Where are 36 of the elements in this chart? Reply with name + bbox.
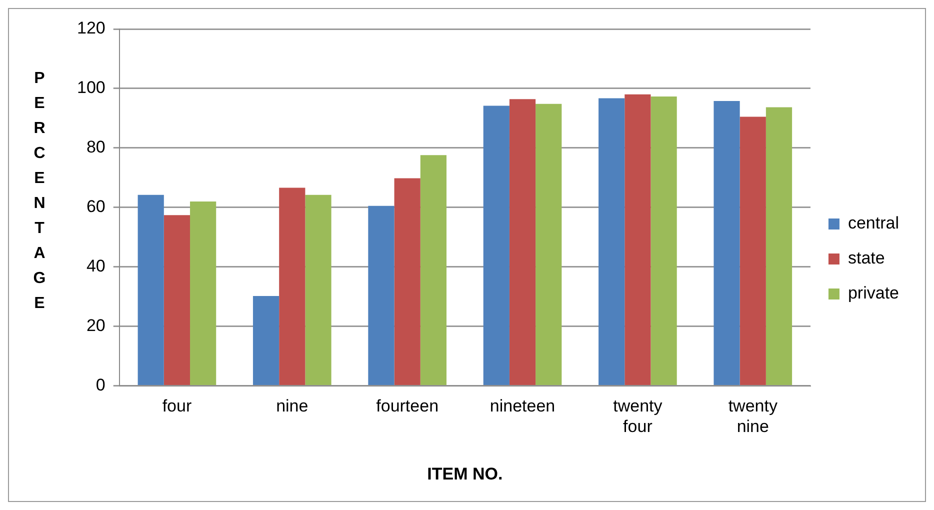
bar	[509, 99, 536, 386]
x-tick-label: nineteen	[490, 396, 556, 416]
bar	[483, 106, 510, 386]
x-tick-label: twenty four	[613, 396, 663, 436]
bar	[394, 178, 420, 386]
bar	[138, 194, 164, 386]
bar	[714, 100, 740, 386]
x-tick-label: nine	[276, 396, 308, 416]
legend-label: central	[848, 214, 900, 233]
bar	[305, 194, 332, 386]
bar	[190, 201, 216, 386]
legend-label: state	[848, 248, 885, 268]
bar	[650, 96, 677, 386]
bar	[598, 98, 625, 386]
bar	[766, 107, 792, 386]
y-tick-label: 100	[76, 78, 106, 98]
bar	[164, 215, 190, 386]
x-axis-title: ITEM NO.	[427, 464, 503, 484]
bar	[252, 296, 280, 386]
legend-label: private	[848, 284, 900, 303]
y-tick-label: 120	[76, 18, 106, 38]
bar	[740, 116, 766, 386]
bar	[624, 94, 651, 386]
y-axis-title: PERCENTAGE	[30, 70, 48, 320]
y-tick-label: 0	[96, 375, 106, 394]
y-tick-label: 20	[86, 316, 106, 336]
y-tick-label: 60	[86, 197, 106, 216]
x-tick-label: four	[162, 396, 192, 416]
x-tick-label: twenty nine	[728, 396, 778, 436]
y-tick-label: 80	[86, 138, 106, 157]
x-tick-label: fourteen	[376, 396, 439, 416]
bar	[536, 104, 562, 386]
bar	[368, 206, 394, 386]
bar	[279, 188, 306, 386]
bar	[420, 155, 446, 386]
y-tick-label: 40	[86, 256, 106, 276]
